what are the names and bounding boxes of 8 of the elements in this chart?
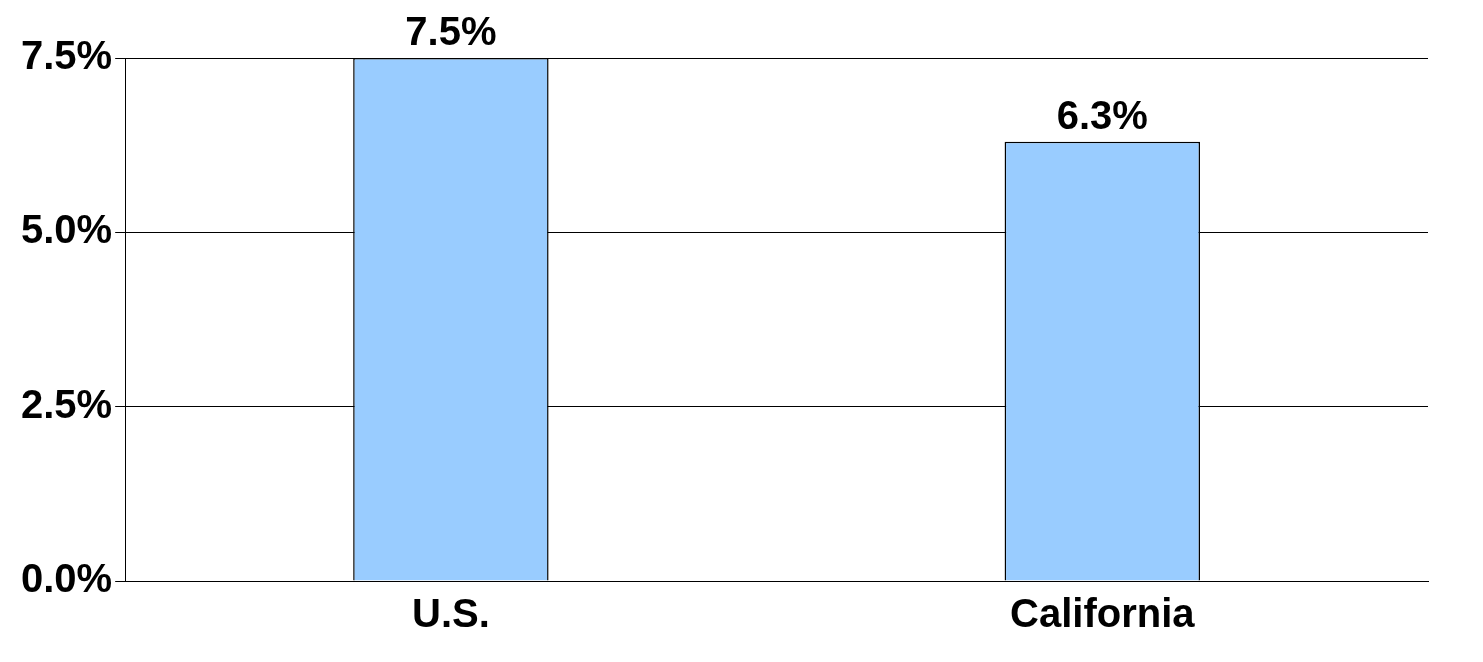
- y-tick-label: 7.5%: [21, 33, 113, 78]
- y-tick-label: 5.0%: [21, 207, 113, 252]
- data-label: 7.5%: [405, 9, 497, 54]
- data-label: 6.3%: [1056, 92, 1148, 137]
- x-tick-label: California: [1010, 591, 1196, 636]
- y-tick-label: 0.0%: [21, 556, 113, 601]
- x-tick-label: U.S.: [411, 591, 490, 636]
- y-tick-label: 2.5%: [21, 381, 113, 426]
